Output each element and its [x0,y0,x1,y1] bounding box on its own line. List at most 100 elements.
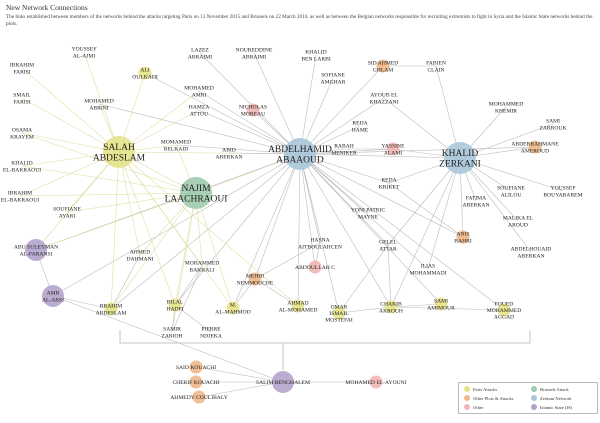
node-salim-benghalem[interactable]: SALIM BENGHALEM [256,371,310,393]
node-label: KHALID [11,161,32,167]
node-circle [291,299,305,313]
node-label: AHMEDY COULIBALY [170,395,228,401]
node-label: DAHMANI [126,256,153,262]
connection-edge [387,157,461,246]
connection-edge [299,153,316,268]
node-label: ABDELHAMID [268,145,332,155]
node-label: MOREAU [241,111,265,117]
node-label: SAMI [434,299,448,305]
connection-edge [98,103,301,155]
connection-edge [195,192,234,309]
page-description: The links established between members of… [6,14,593,27]
node-mohamed-elayouni[interactable]: MOHAMED EL-AYOUNI [345,375,407,389]
node-label: ABERKAN [215,154,242,160]
node-ahmedy-coulibaly[interactable]: AHMEDY COULIBALY [170,390,228,404]
node-label: REDA [381,178,396,184]
node-label: OMAR [331,304,348,310]
node-circle [528,140,542,154]
connection-edge [35,153,301,251]
node-label: NOUREDDINE [236,48,273,54]
node-m-almahmod[interactable]: M.AL-MAHMOD [215,301,251,316]
connection-edge [118,151,141,256]
node-label: CHAKIB [380,302,402,308]
node-label: HAME [352,127,369,133]
node-label: ABDESLAM [96,310,127,316]
page-title: New Network Connections [6,3,88,12]
legend-label: Paris Attacks [473,386,498,392]
node-label: FARISI [13,99,30,105]
node-label: ABERKAN [462,202,489,208]
connection-edge [299,65,384,155]
node-cherif-kouachi[interactable]: CHERIF KOUACHI [172,375,220,389]
node-circle [104,302,118,316]
node-label: ABRAIMI [188,54,212,60]
connection-edge [254,153,301,280]
node-label: AYOUB EL [370,93,398,99]
node-label: HADFI [166,306,183,312]
node-said-kouachi[interactable]: SAID KOUACHI [176,360,216,374]
connection-edge [174,304,212,333]
legend-item: Paris Attacks [464,386,497,392]
connection-edge [21,165,197,194]
node-circle [384,300,398,314]
node-label: NAJIM [181,184,211,194]
node-abdoullah-c[interactable]: ABDOULLAH C [295,260,335,274]
